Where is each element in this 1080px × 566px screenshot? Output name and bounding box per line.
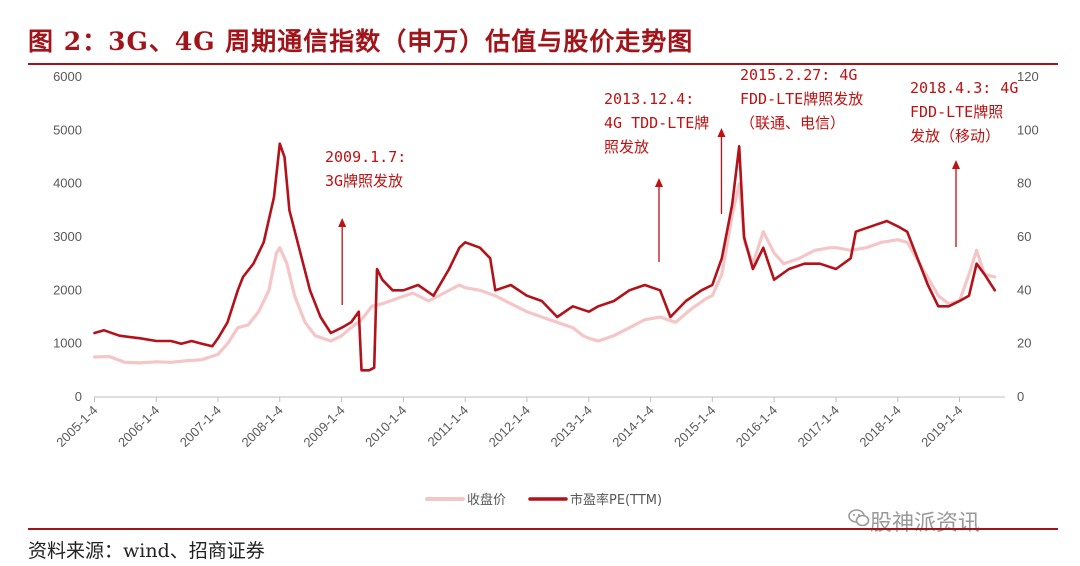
y-right-tick-label: 60 [1017, 229, 1031, 244]
x-tick-label: 2019-1-4 [918, 403, 965, 450]
annotation: 2009.1.7: 3G牌照发放 [325, 148, 406, 305]
legend-label: 市盈率PE(TTM) [570, 492, 662, 508]
annotation-arrow-head [717, 128, 726, 137]
legend-label: 收盘价 [467, 492, 506, 508]
x-tick-label: 2010-1-4 [362, 403, 409, 450]
annotation-arrow-head [338, 218, 347, 227]
annotation-text: 3G牌照发放 [325, 172, 403, 190]
annotation: 2013.12.4: 4G TDD-LTE牌照发放 [604, 90, 709, 262]
axes: 0 1000 2000 3000 4000 5000 6000 0 20 40 60 80 100 120… [53, 69, 1039, 450]
x-tick-label: 2015-1-4 [671, 403, 718, 450]
y-right-tick-label: 40 [1017, 282, 1031, 297]
annotation: 2015.2.27: 4G FDD-LTE牌照发放 （联通、电信） [717, 66, 863, 214]
title-rule [28, 63, 1058, 65]
annotation-text: （联通、电信） [740, 114, 845, 132]
y-left-tick-label: 3000 [53, 229, 82, 244]
x-tick-label: 2009-1-4 [300, 403, 347, 450]
y-right-tick-label: 0 [1017, 389, 1024, 404]
annotation-arrow-head [655, 178, 663, 187]
legend: 收盘价 市盈率PE(TTM) [425, 492, 662, 508]
y-left-tick-label: 2000 [53, 282, 82, 297]
x-tick-label: 2008-1-4 [238, 403, 285, 450]
x-tick-label: 2014-1-4 [609, 403, 656, 450]
y-left-tick-label: 4000 [53, 176, 82, 191]
x-tick-label: 2007-1-4 [177, 403, 224, 450]
source-note: 资料来源：wind、招商证券 [28, 540, 265, 562]
y-right-tick-label: 20 [1017, 336, 1031, 351]
annotation-text: 2013.12.4: [604, 90, 694, 108]
y-left-tick-label: 6000 [53, 69, 82, 84]
x-tick-label: 2012-1-4 [486, 403, 533, 450]
annotation-text: 照发放 [604, 138, 649, 156]
annotation-text: 发放（移动） [910, 127, 1000, 145]
x-tick-label: 2013-1-4 [548, 403, 595, 450]
annotation-text: FDD-LTE牌照 [910, 103, 1003, 121]
source-rule [28, 528, 1058, 530]
series-line-pe [93, 142, 997, 372]
annotation-text: 4G TDD-LTE牌 [604, 114, 709, 132]
x-tick-label: 2005-1-4 [53, 403, 100, 450]
annotation: 2018.4.3: 4G FDD-LTE牌照发放（移动） [910, 79, 1018, 247]
chart: 0 1000 2000 3000 4000 5000 6000 0 20 40 60 80 100 120… [53, 66, 1039, 508]
x-tick-label: 2006-1-4 [115, 403, 162, 450]
y-right-tick-label: 80 [1017, 176, 1031, 191]
y-right-tick-label: 120 [1017, 69, 1039, 84]
figure-title: 图 2：3G、4G 周期通信指数（申万）估值与股价走势图 [28, 27, 694, 56]
x-tick-label: 2017-1-4 [795, 403, 842, 450]
x-tick-label: 2016-1-4 [733, 403, 780, 450]
y-left-tick-label: 1000 [53, 336, 82, 351]
y-right-tick-label: 100 [1017, 122, 1039, 137]
annotation-text: 2009.1.7: [325, 148, 406, 166]
watermark-text: 股神派资讯 [870, 511, 981, 536]
annotation-text: 2015.2.27: 4G [740, 66, 857, 84]
y-left-tick-label: 0 [75, 389, 82, 404]
annotation-text: FDD-LTE牌照发放 [740, 90, 863, 108]
annotation-text: 2018.4.3: 4G [910, 79, 1018, 97]
series-line-close [92, 182, 997, 365]
y-left-tick-label: 5000 [53, 122, 82, 137]
series-layer [92, 142, 997, 372]
x-tick-label: 2011-1-4 [425, 403, 472, 450]
annotation-arrow-head [952, 160, 960, 169]
x-tick-label: 2018-1-4 [856, 403, 903, 450]
wechat-icon [848, 509, 870, 527]
